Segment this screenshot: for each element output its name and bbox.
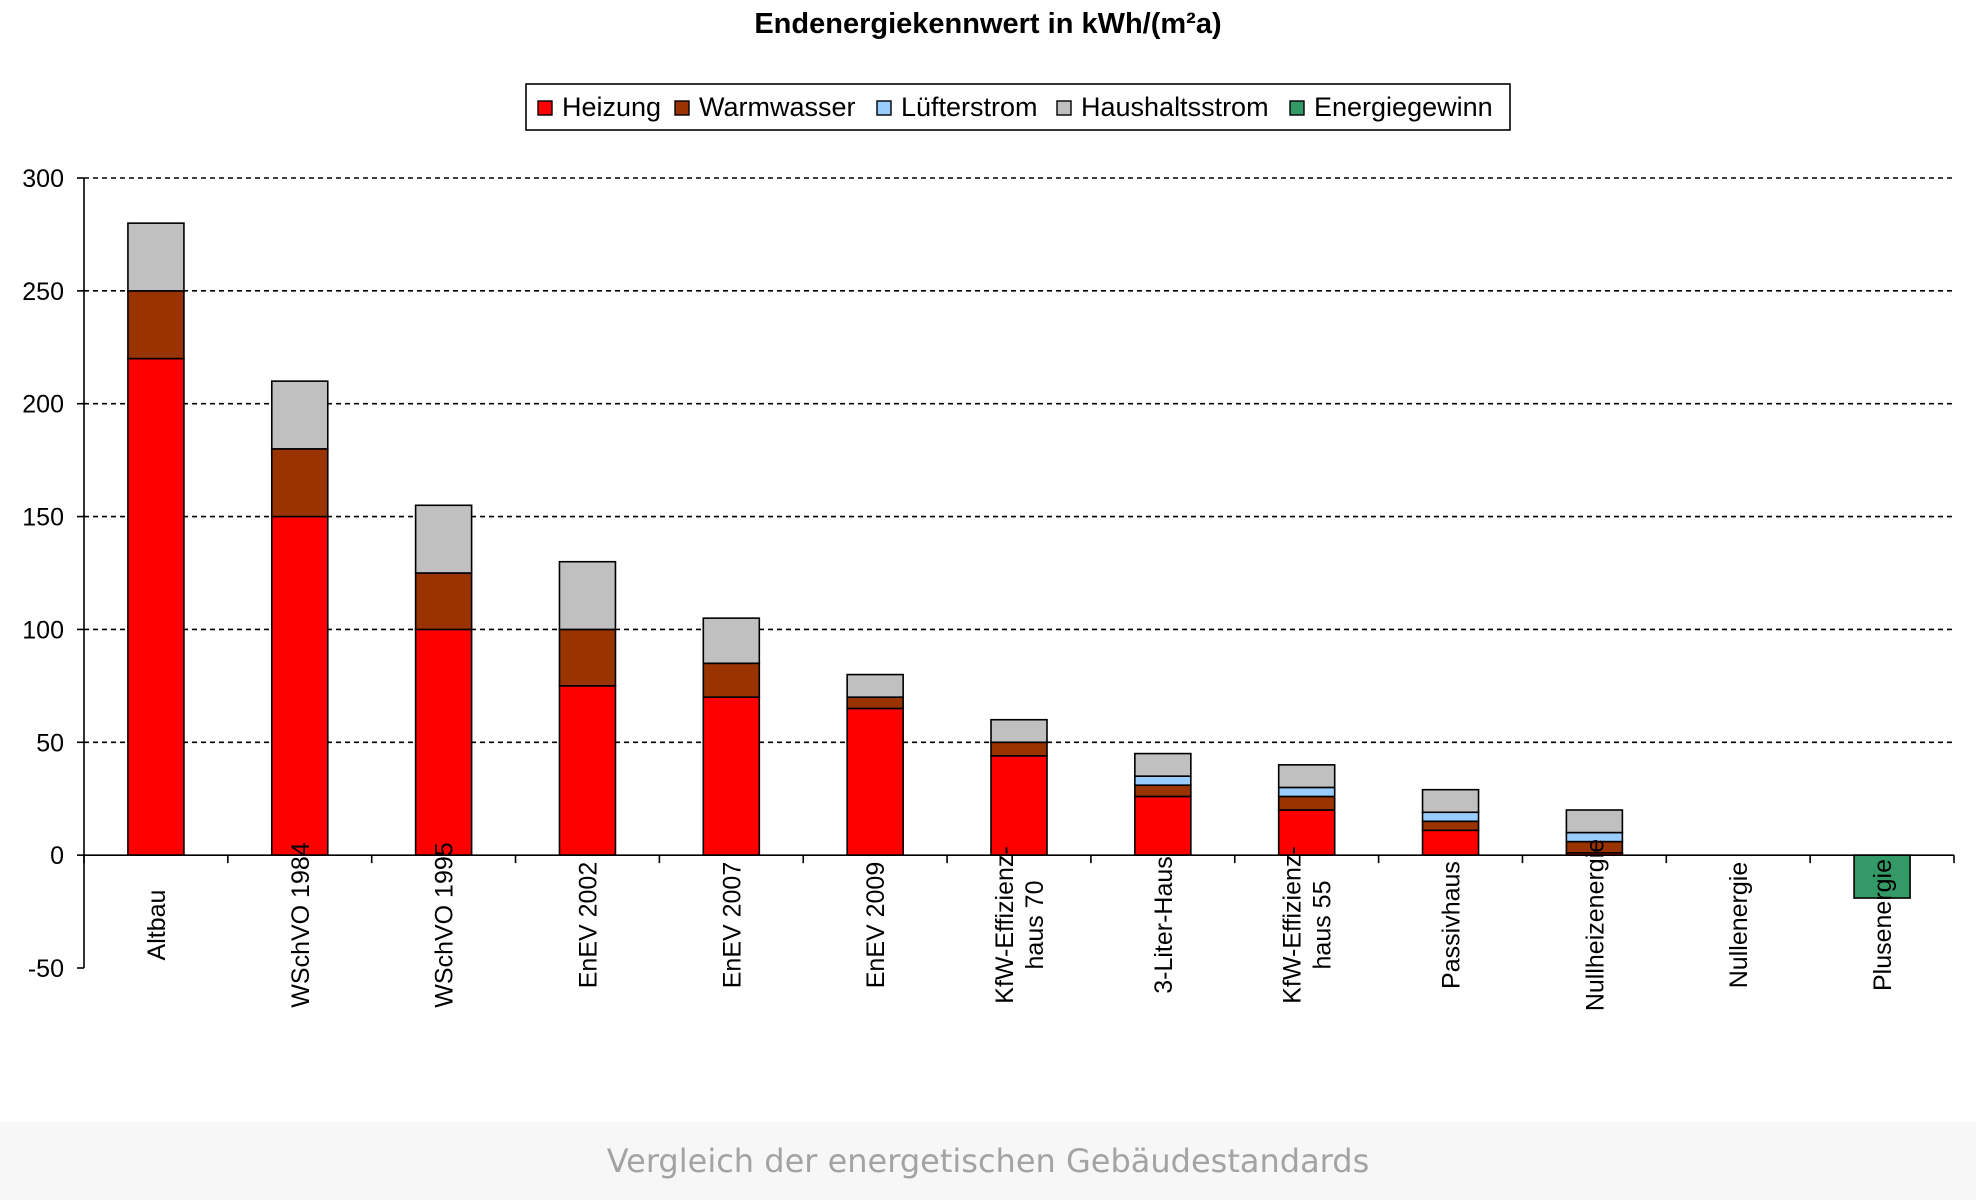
- bar-segment: [1134, 752, 1192, 777]
- legend-label: Lüfterstrom: [901, 92, 1038, 122]
- bars: [127, 222, 1911, 899]
- bar-segment: [846, 696, 904, 710]
- bar-segment: [270, 448, 329, 518]
- y-tick-label: 200: [22, 391, 64, 419]
- bar-segment: [1277, 764, 1336, 789]
- legend-swatch: [876, 100, 892, 116]
- bar-segment: [558, 628, 617, 687]
- legend-label: Energiegewinn: [1314, 92, 1493, 122]
- x-tick-label: WSchVO 1995: [431, 842, 459, 1007]
- axes: [83, 178, 1955, 968]
- x-tick-label: haus 70: [1021, 881, 1049, 970]
- bar-segment: [1134, 784, 1192, 798]
- legend-label: Warmwasser: [699, 92, 856, 122]
- y-tick-label: -50: [28, 955, 64, 983]
- x-tick-label: WSchVO 1984: [287, 842, 315, 1007]
- bar-segment: [846, 673, 904, 698]
- legend-label: Haushaltsstrom: [1081, 92, 1269, 122]
- bar-segment: [558, 560, 617, 631]
- legend-swatch: [537, 100, 553, 116]
- bar-segment: [414, 504, 473, 574]
- x-tick-label: Plusenergie: [1869, 859, 1897, 991]
- bar-segment: [702, 696, 761, 856]
- x-tick-label: Nullheizenergie: [1581, 839, 1609, 1011]
- legend-box: [525, 83, 1511, 131]
- y-tick-label: 150: [22, 504, 64, 532]
- bar-segment: [1134, 775, 1192, 786]
- bar-segment: [1421, 829, 1480, 856]
- y-tick-label: 50: [36, 729, 64, 757]
- bar-segment: [1421, 788, 1480, 814]
- bar-segment: [702, 662, 761, 698]
- bar-segment: [270, 380, 329, 450]
- legend-swatch: [674, 100, 690, 116]
- bar-segment: [414, 572, 473, 631]
- bar-segment: [1277, 795, 1336, 811]
- bar-segment: [558, 685, 617, 856]
- bar-segment: [990, 741, 1048, 757]
- x-tick-label: KfW-Effizienz-: [1279, 846, 1307, 1003]
- bar-segment: [1565, 809, 1624, 834]
- legend-swatch: [1056, 100, 1072, 116]
- chart-title: Endenergiekennwert in kWh/(m²a): [754, 8, 1221, 40]
- x-axis-labels: Altbau WSchVO 1984 WSchVO 1995 EnEV 2002 EnE…: [143, 839, 1897, 1011]
- bar-segment: [1853, 854, 1911, 899]
- bar-segment: [1421, 811, 1480, 823]
- bar-segment: [702, 617, 761, 665]
- bar-segment: [127, 357, 185, 856]
- x-tick-label: Altbau: [143, 890, 171, 961]
- legend-swatch: [1289, 100, 1305, 116]
- y-tick-label: 100: [22, 616, 64, 644]
- y-tick-label: 0: [50, 842, 64, 870]
- x-tick-label: Passivhaus: [1438, 861, 1466, 989]
- x-tick-label: EnEV 2007: [718, 862, 746, 989]
- bar-segment: [127, 222, 185, 292]
- bar-segment: [1134, 795, 1192, 856]
- image-caption: Vergleich der energetischen Gebäudestand…: [606, 1142, 1370, 1180]
- bar-segment: [846, 707, 904, 856]
- bar-segment: [414, 628, 473, 856]
- legend: Heizung Warmwasser Lüfterstrom Haushaltsstr…: [525, 83, 1511, 131]
- bar-segment: [1277, 786, 1336, 798]
- x-tick-label: haus 55: [1309, 881, 1337, 970]
- stacked-bar-chart: Endenergiekennwert in kWh/(m²a) Heizung W…: [22, 8, 1955, 1011]
- bar-segment: [270, 515, 329, 856]
- x-tick-label: Nullenergie: [1725, 862, 1753, 988]
- bar-segment: [990, 755, 1048, 856]
- caption-bar: Vergleich der energetischen Gebäudestand…: [0, 1122, 1976, 1200]
- x-tick-label: KfW-Effizienz-: [991, 846, 1019, 1003]
- bar-segment: [990, 718, 1048, 744]
- legend-label: Heizung: [562, 92, 661, 122]
- x-tick-label: EnEV 2002: [574, 862, 602, 989]
- x-tick-label: EnEV 2009: [862, 862, 890, 989]
- x-tick-label: 3-Liter-Haus: [1150, 856, 1178, 994]
- y-tick-label: 250: [22, 278, 64, 306]
- chart-area: Endenergiekennwert in kWh/(m²a) Heizung W…: [22, 8, 1955, 1011]
- bar-segment: [1421, 820, 1480, 832]
- y-axis-ticks: 300 250 200 150 100 50 0 -50: [22, 165, 84, 983]
- gridlines: [84, 177, 1954, 744]
- y-tick-label: 300: [22, 165, 64, 193]
- bar-segment: [127, 290, 185, 360]
